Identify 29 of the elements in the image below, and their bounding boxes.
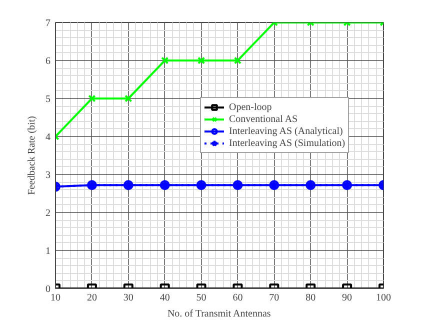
point xyxy=(161,56,169,64)
y-tick-label: 6 xyxy=(46,56,50,67)
legend-label: Open-loop xyxy=(229,101,272,113)
point xyxy=(88,94,96,102)
x-tick-label: 90 xyxy=(342,292,352,304)
y-tick-label: 4 xyxy=(46,132,50,143)
x-tick-label: 10 xyxy=(50,292,60,304)
point xyxy=(124,94,132,102)
y-tick-label: 3 xyxy=(46,170,50,181)
y-tick-label: 1 xyxy=(46,246,50,257)
x-axis-title: No. of Transmit Antennas xyxy=(167,308,271,320)
point xyxy=(234,56,242,64)
legend-label: Interleaving AS (Simulation) xyxy=(229,137,346,149)
y-tick-label: 0 xyxy=(46,284,50,295)
x-tick-label: 40 xyxy=(160,292,170,304)
y-axis-title: Feedback Rate (bit) xyxy=(26,116,38,195)
x-tick-label: 80 xyxy=(306,292,316,304)
point xyxy=(197,56,206,64)
x-tick-label: 20 xyxy=(86,292,97,304)
y-tick-label: 2 xyxy=(46,208,50,219)
x-tick-label: 30 xyxy=(123,292,134,304)
x-tick-label: 70 xyxy=(269,292,280,304)
x-tick-label: 60 xyxy=(232,292,243,304)
y-tick-label: 7 xyxy=(46,18,50,29)
legend-label: Conventional AS xyxy=(229,113,298,125)
y-tick-label: 5 xyxy=(46,94,50,105)
x-tick-label: 100 xyxy=(376,292,391,304)
x-tick-label: 50 xyxy=(196,292,206,304)
legend-label: Interleaving AS (Analytical) xyxy=(229,125,343,137)
